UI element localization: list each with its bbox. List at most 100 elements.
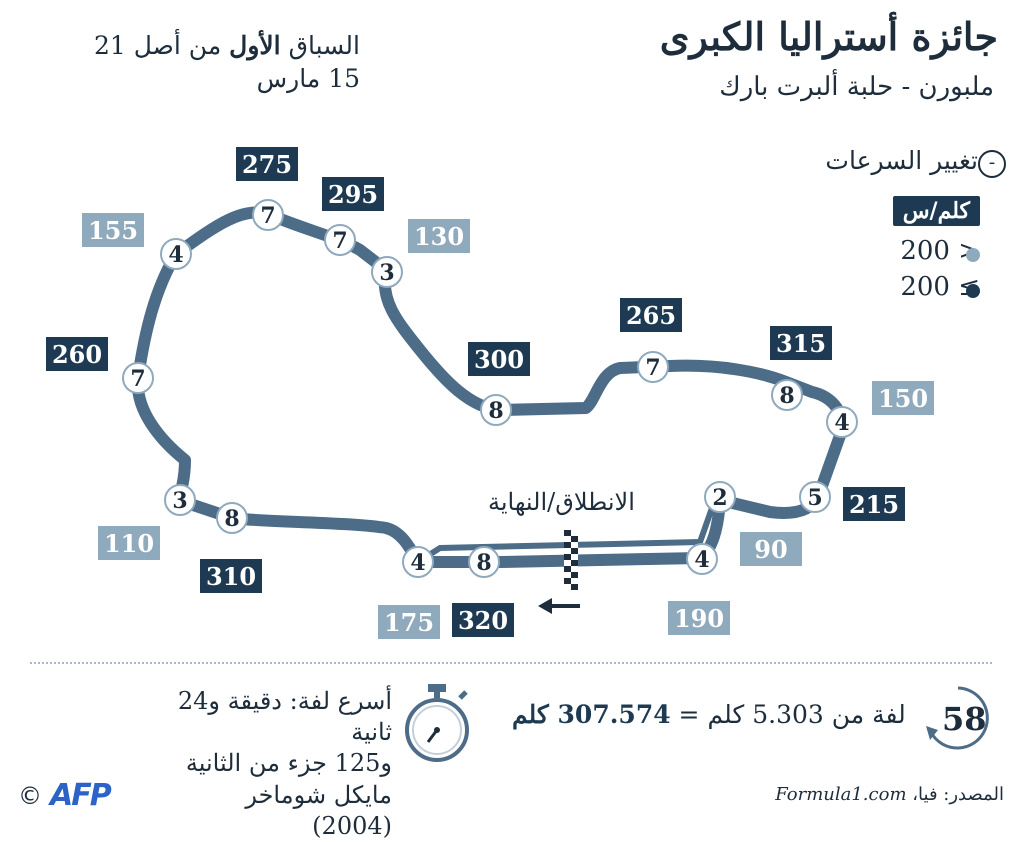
flag-square: [571, 554, 578, 560]
speed-label-high: 265: [620, 298, 682, 332]
fastest-lap-time: أسرع لفة: دقيقة و24 ثانية: [177, 687, 392, 747]
gear-circle: [371, 256, 403, 288]
flag-square: [571, 560, 578, 566]
flag-square: [571, 566, 578, 572]
flag-square: [564, 578, 571, 584]
speed-box: [200, 559, 262, 593]
race-number-prefix: السباق: [280, 31, 360, 60]
gear-circle: [826, 406, 858, 438]
gear-circle: [468, 546, 500, 578]
flag-square: [564, 566, 571, 572]
source: المصدر: فيا، Formula1.com: [775, 784, 1004, 805]
page-title: جائزة أستراليا الكبرى: [659, 14, 998, 59]
gear-circle: [704, 481, 736, 513]
speed-label-high: 300: [468, 342, 530, 376]
speed-box: [770, 326, 832, 360]
speed-label-high: 310: [200, 559, 262, 593]
legend-high-dot: [966, 284, 980, 298]
gear-circle: [480, 394, 512, 426]
laps-total: 307.574 كلم: [512, 700, 671, 729]
flag-square: [564, 554, 571, 560]
flag-square: [571, 542, 578, 548]
gear-marker: 8: [480, 394, 512, 426]
unit-badge: كلم/س: [892, 196, 980, 226]
speed-value: 90: [754, 535, 787, 564]
speed-box: [668, 601, 730, 635]
race-info: السباق الأول من أصل 21 15 مارس: [30, 30, 360, 95]
speed-value: 130: [414, 222, 464, 251]
speed-label-low: 190: [668, 601, 730, 635]
speed-box: [620, 298, 682, 332]
flag-square: [564, 548, 571, 554]
speed-value: 310: [206, 562, 256, 591]
speed-value: 300: [474, 345, 524, 374]
gear-number: 7: [260, 203, 275, 229]
gear-marker: 3: [164, 484, 196, 516]
speed-label-low: 110: [98, 526, 160, 560]
gear-marker: 8: [216, 502, 248, 534]
gear-number: 4: [694, 547, 709, 573]
stopwatch-icon: [405, 684, 469, 762]
speed-box: [408, 219, 470, 253]
gear-marker: 4: [686, 543, 718, 575]
speed-label-high: 215: [843, 487, 905, 521]
gear-number: 4: [410, 550, 425, 576]
gear-circle: [637, 351, 669, 383]
gear-marker: 2: [704, 481, 736, 513]
gear-circle: [122, 362, 154, 394]
gear-number: 3: [172, 488, 187, 514]
afp-logo: AFP: [50, 778, 112, 813]
race-number: السباق الأول من أصل 21: [30, 30, 360, 63]
divider: [30, 662, 992, 664]
gear-circle: [799, 481, 831, 513]
minus-icon: -: [978, 150, 1006, 178]
speed-value: 175: [384, 608, 434, 637]
gear-number: 8: [488, 398, 503, 424]
gear-circle: [216, 502, 248, 534]
gear-marker: 7: [122, 362, 154, 394]
legend-title: تغيير السرعات: [825, 146, 978, 175]
flag-square: [571, 584, 578, 590]
speed-box: [82, 213, 144, 247]
speed-label-high: 315: [770, 326, 832, 360]
speed-label-high: 295: [322, 177, 384, 211]
gear-number: 4: [834, 410, 849, 436]
speed-value: 110: [104, 529, 154, 558]
speed-box: [378, 605, 440, 639]
gear-marker: 8: [771, 379, 803, 411]
flag-square: [571, 548, 578, 554]
speed-box: [740, 532, 802, 566]
gear-circle: [160, 238, 192, 270]
laps-text: لفة من 5.303 كلم = 307.574 كلم: [512, 700, 906, 729]
flag-square: [571, 572, 578, 578]
fastest-lap-fraction: و125 جزء من الثانية: [185, 749, 392, 778]
source-site: Formula1.com: [775, 784, 907, 805]
gear-marker: 5: [799, 481, 831, 513]
legend-low-dot: [966, 248, 980, 262]
speed-value: 265: [626, 301, 676, 330]
gear-number: 7: [645, 355, 660, 381]
checkered-flag-icon: [564, 530, 578, 590]
gear-number: 2: [712, 485, 727, 511]
flag-square: [564, 542, 571, 548]
speed-label-high: 275: [236, 147, 298, 181]
speed-label-low: 150: [872, 381, 934, 415]
source-prefix: المصدر: فيا،: [906, 784, 1004, 805]
speed-label-low: 155: [82, 213, 144, 247]
flag-square: [564, 530, 571, 536]
speed-value: 260: [52, 340, 102, 369]
gear-number: 3: [379, 260, 394, 286]
direction-arrow-icon: [538, 598, 580, 614]
gear-number: 8: [224, 506, 239, 532]
laps-text-prefix: لفة من 5.303 كلم =: [670, 700, 906, 729]
speed-value: 275: [242, 150, 292, 179]
gear-marker: 7: [324, 224, 356, 256]
fastest-lap-holder: مايكل شوماخر (2004): [245, 780, 392, 840]
gear-number: 7: [332, 228, 347, 254]
lap-counter-icon: [926, 686, 989, 750]
speed-label-low: 90: [740, 532, 802, 566]
gear-marker: 7: [252, 199, 284, 231]
speed-value: 215: [849, 490, 899, 519]
